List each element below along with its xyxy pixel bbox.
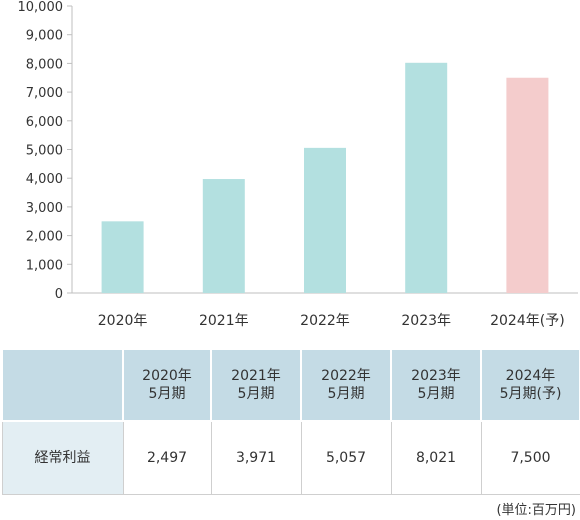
y-tick-label: 6,000 <box>26 115 63 130</box>
y-tick-label: 3,000 <box>26 201 63 216</box>
column-header-period: 5月期 <box>417 386 455 402</box>
y-tick-label: 10,000 <box>18 0 64 15</box>
column-header-2023: 2023年 5月期 <box>390 348 482 422</box>
y-tick-label: 4,000 <box>26 172 63 187</box>
row-label-ordinary-profit: 経常利益 <box>1 420 124 495</box>
y-tick-label: 2,000 <box>26 230 63 245</box>
column-header-period: 5月期 <box>237 386 275 402</box>
value-cell-2024: 7,500 <box>480 420 580 495</box>
x-tick-label: 2021年 <box>199 313 249 329</box>
bar-chart: 0 1,000 2,000 3,000 4,000 5,000 6,000 7,000 8,00… <box>18 0 578 329</box>
column-header-2022: 2022年 5月期 <box>300 348 392 422</box>
bar-3 <box>405 62 448 293</box>
unit-note: (単位:百万円) <box>496 503 576 518</box>
column-header-year: 2023年 <box>411 368 461 384</box>
column-header-2021: 2021年 5月期 <box>210 348 302 422</box>
value-cell-2023: 8,021 <box>390 420 482 495</box>
x-tick-label: 2020年 <box>98 313 148 329</box>
column-header-period: 5月期 <box>148 386 186 402</box>
value-cell-2022: 5,057 <box>300 420 392 495</box>
column-header-period: 5月期(予) <box>499 386 562 402</box>
y-tick-label: 9,000 <box>26 29 63 44</box>
table-header-row: 2020年 5月期 2021年 5月期 2022年 5月期 2023年 5月期 2024… <box>1 348 580 422</box>
y-tick-label: 8,000 <box>26 57 63 72</box>
value-cell-2021: 3,971 <box>210 420 302 495</box>
column-header-2024: 2024年 5月期(予) <box>480 348 580 422</box>
bar-4 <box>506 77 549 293</box>
column-header-year: 2021年 <box>231 368 281 384</box>
column-header-period: 5月期 <box>327 386 365 402</box>
bar-2 <box>304 147 346 293</box>
column-header-year: 2022年 <box>321 368 371 384</box>
table-corner-cell <box>1 348 124 422</box>
y-tick-label: 7,000 <box>26 86 63 101</box>
y-tick-label: 0 <box>55 287 63 302</box>
y-tick-label: 5,000 <box>26 144 63 159</box>
x-tick-label: 2022年 <box>300 313 350 329</box>
data-table: 2020年 5月期 2021年 5月期 2022年 5月期 2023年 5月期 2024… <box>1 348 580 495</box>
x-tick-label: 2023年 <box>401 313 451 329</box>
column-header-2020: 2020年 5月期 <box>122 348 212 422</box>
column-header-year: 2020年 <box>142 368 192 384</box>
value-cell-2020: 2,497 <box>122 420 212 495</box>
x-tick-label: 2024年(予) <box>490 313 565 329</box>
column-header-year: 2024年 <box>505 368 556 384</box>
bar-0 <box>101 221 144 293</box>
y-tick-label: 1,000 <box>26 258 63 273</box>
bar-1 <box>202 179 245 293</box>
table-row: 経常利益 2,497 3,971 5,057 8,021 7,500 <box>1 420 580 495</box>
